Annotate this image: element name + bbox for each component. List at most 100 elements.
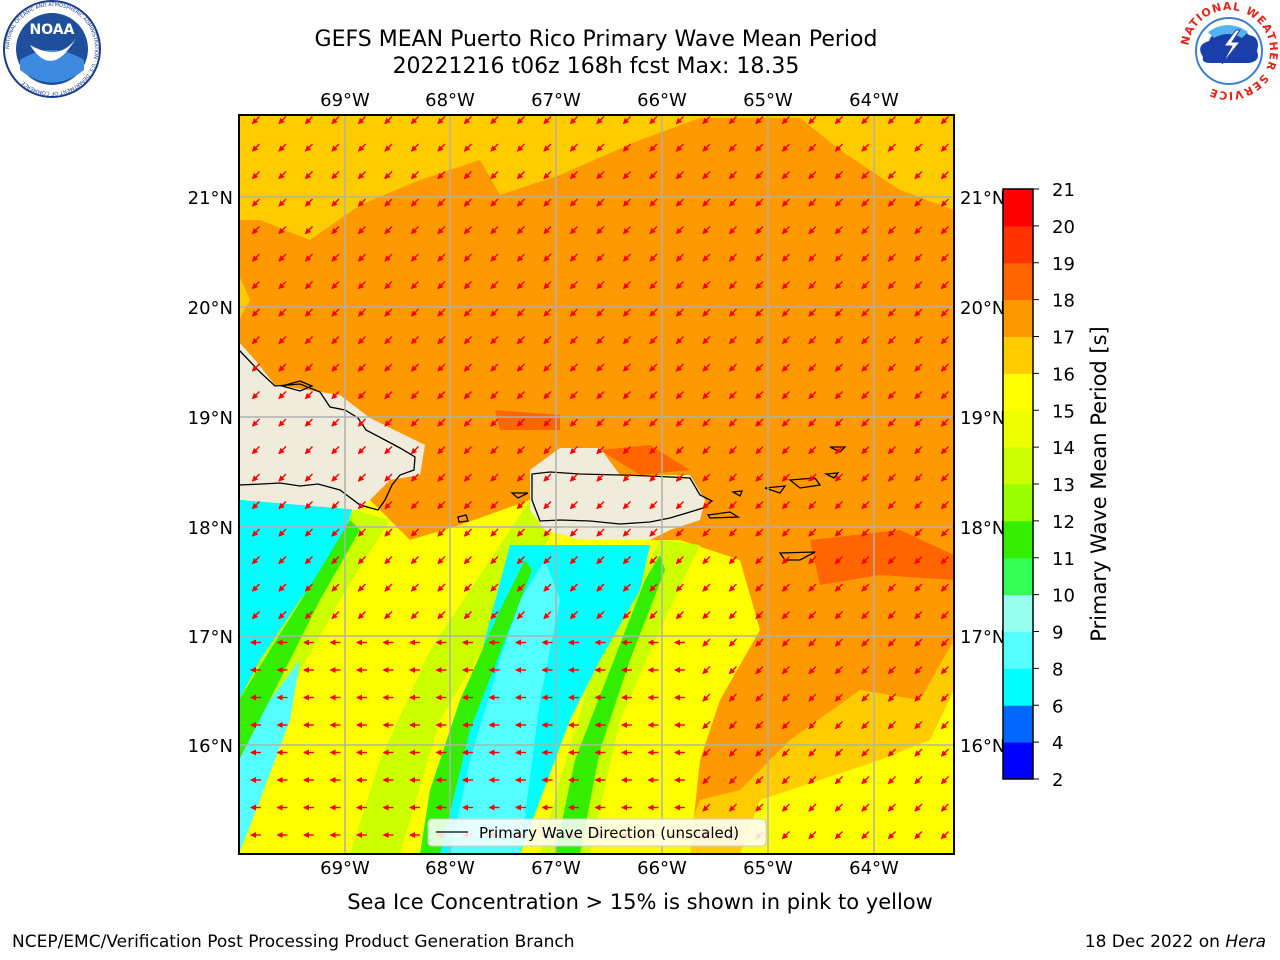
- lon-label-bottom-69w: 69°W: [320, 858, 370, 879]
- wave-arrow: [410, 611, 419, 620]
- wave-arrow: [834, 336, 843, 345]
- period-field-cyan-light: [450, 560, 560, 854]
- wave-arrow: [755, 171, 764, 180]
- wave-arrow: [463, 253, 472, 262]
- colorbar-segment: [1003, 336, 1033, 374]
- wave-arrow: [331, 281, 340, 290]
- wave-arrow: [278, 226, 287, 235]
- wave-arrow: [808, 748, 817, 757]
- wave-arrow: [861, 721, 870, 730]
- wave-arrow: [410, 171, 419, 180]
- wave-arrow: [384, 171, 393, 180]
- wave-arrow: [410, 281, 419, 290]
- wave-arrow: [331, 308, 340, 317]
- wave-arrow: [940, 116, 949, 125]
- wave-arrow: [251, 253, 260, 262]
- wave-arrow: [384, 253, 393, 262]
- wave-arrow: [649, 308, 658, 317]
- map-title-line1: GEFS MEAN Puerto Rico Primary Wave Mean …: [314, 27, 878, 52]
- wave-arrow: [357, 556, 366, 565]
- wave-arrow: [675, 556, 684, 565]
- wave-arrow: [437, 171, 446, 180]
- wave-arrow: [569, 473, 578, 482]
- wave-arrow: [622, 501, 631, 510]
- hispaniola-coastline: [239, 349, 416, 511]
- wave-arrow: [463, 528, 472, 537]
- wave-arrow: [543, 171, 552, 180]
- wave-arrow: [384, 418, 393, 427]
- wave-arrow: [834, 226, 843, 235]
- wave-arrow: [490, 418, 499, 427]
- wave-arrow: [728, 693, 737, 702]
- wave-arrow: [887, 171, 896, 180]
- wave-arrow: [887, 473, 896, 482]
- wave-arrow: [914, 446, 923, 455]
- wave-arrow: [463, 116, 472, 125]
- wave-arrow: [728, 666, 737, 675]
- wave-arrow: [914, 721, 923, 730]
- wave-arrow: [781, 666, 790, 675]
- wave-arrow: [914, 253, 923, 262]
- wave-arrow: [940, 198, 949, 207]
- colorbar-tick-label: 2: [1052, 770, 1063, 791]
- wave-arrow: [357, 308, 366, 317]
- wave-arrow: [755, 281, 764, 290]
- wave-arrow: [516, 583, 525, 592]
- wave-arrow: [781, 611, 790, 620]
- wave-arrow: [887, 776, 896, 785]
- wave-arrow: [781, 363, 790, 372]
- wave-arrow: [304, 226, 313, 235]
- wave-arrow: [463, 308, 472, 317]
- wave-arrow: [781, 281, 790, 290]
- wave-arrow: [887, 666, 896, 675]
- sea-ice-note: Sea Ice Concentration > 15% is shown in …: [347, 890, 933, 914]
- wave-arrow: [940, 611, 949, 620]
- wave-arrow: [887, 391, 896, 400]
- wave-arrow: [543, 501, 552, 510]
- wave-arrow: [728, 583, 737, 592]
- wave-arrow: [702, 748, 711, 757]
- wave-arrow: [251, 363, 260, 372]
- wave-arrow: [940, 721, 949, 730]
- wave-arrow: [622, 198, 631, 207]
- wave-arrow: [278, 528, 287, 537]
- wave-arrow: [490, 116, 499, 125]
- wave-arrow: [251, 198, 260, 207]
- wave-arrow: [861, 583, 870, 592]
- wave-arrow: [808, 418, 817, 427]
- wave-arrow: [410, 446, 419, 455]
- wave-arrow: [622, 363, 631, 372]
- wave-arrow: [490, 528, 499, 537]
- wave-arrow: [622, 391, 631, 400]
- wave-arrow: [596, 363, 605, 372]
- wave-arrow: [940, 748, 949, 757]
- wave-arrow: [834, 198, 843, 207]
- wave-arrow: [516, 198, 525, 207]
- wave-arrow: [410, 253, 419, 262]
- wave-arrow: [702, 143, 711, 152]
- wave-arrow: [463, 556, 472, 565]
- wave-arrow: [887, 198, 896, 207]
- wave-arrow: [543, 336, 552, 345]
- wave-arrow: [543, 473, 552, 482]
- wave-arrow: [887, 226, 896, 235]
- lon-label-bottom-65w: 65°W: [743, 858, 793, 879]
- wave-arrow: [861, 776, 870, 785]
- wave-arrow: [808, 116, 817, 125]
- wave-arrow: [940, 418, 949, 427]
- wave-arrow: [278, 473, 287, 482]
- graticule: [239, 115, 954, 854]
- wave-arrow: [675, 198, 684, 207]
- wave-arrow: [728, 721, 737, 730]
- wave-arrow: [649, 418, 658, 427]
- map-plot-area: [239, 115, 954, 854]
- wave-arrow: [543, 363, 552, 372]
- wave-arrow: [437, 556, 446, 565]
- wave-arrow: [755, 198, 764, 207]
- wave-arrow: [278, 336, 287, 345]
- wave-arrow: [357, 143, 366, 152]
- wave-arrow: [490, 198, 499, 207]
- wave-arrow: [702, 501, 711, 510]
- wave-arrow: [304, 611, 313, 620]
- culebra-island: [730, 490, 744, 497]
